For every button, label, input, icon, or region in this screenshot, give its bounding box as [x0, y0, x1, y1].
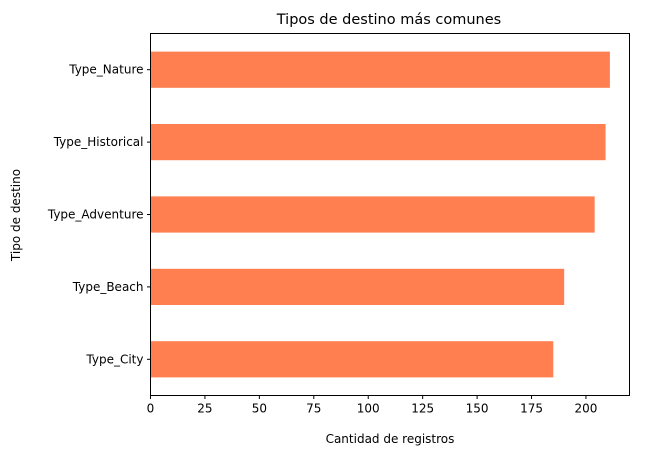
chart-title: Tipos de destino más comunes: [276, 12, 501, 28]
x-tick-label: 0: [147, 402, 155, 416]
bar-type-city: [150, 341, 554, 378]
x-axis: 0 25 50 75 100 125 150 175 200: [147, 395, 598, 416]
bar-type-beach: [150, 268, 565, 305]
x-tick-label: 200: [575, 402, 598, 416]
x-tick-label: 125: [411, 402, 434, 416]
plot-frame: [150, 33, 630, 396]
y-axis-label: Tipo de destino: [9, 169, 23, 262]
x-tick-label: 150: [466, 402, 489, 416]
y-tick-label: Type_Adventure: [47, 208, 144, 222]
x-axis-label: Cantidad de registros: [326, 432, 455, 446]
y-axis: Type_Nature Type_Historical Type_Adventure…: [47, 63, 151, 366]
bar-type-adventure: [150, 196, 595, 233]
y-tick-label: Type_Beach: [72, 280, 144, 294]
x-tick-label: 25: [197, 402, 212, 416]
bar-type-nature: [150, 51, 610, 88]
y-tick-label: Type_Historical: [53, 135, 144, 149]
bars-group: [150, 51, 610, 378]
x-tick-label: 75: [306, 402, 321, 416]
y-tick-label: Type_City: [85, 352, 143, 366]
x-tick-label: 100: [357, 402, 380, 416]
x-tick-label: 50: [252, 402, 267, 416]
bar-type-historical: [150, 124, 606, 161]
x-tick-label: 175: [520, 402, 543, 416]
y-tick-label: Type_Nature: [68, 63, 143, 77]
